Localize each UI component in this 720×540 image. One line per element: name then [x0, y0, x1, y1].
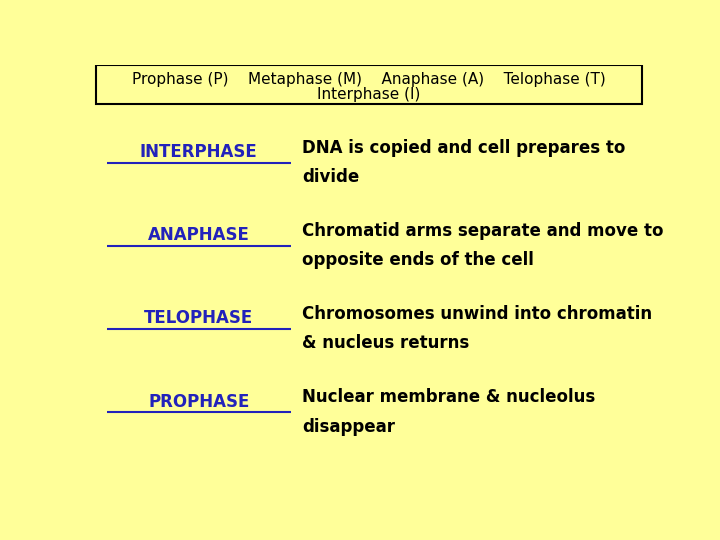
Text: DNA is copied and cell prepares to: DNA is copied and cell prepares to — [302, 139, 626, 157]
Text: Interphase (I): Interphase (I) — [318, 87, 420, 102]
Text: Nuclear membrane & nucleolus: Nuclear membrane & nucleolus — [302, 388, 595, 407]
Text: & nucleus returns: & nucleus returns — [302, 334, 469, 353]
Text: TELOPHASE: TELOPHASE — [144, 309, 253, 327]
Text: ANAPHASE: ANAPHASE — [148, 226, 250, 244]
Text: Chromatid arms separate and move to: Chromatid arms separate and move to — [302, 222, 664, 240]
Text: disappear: disappear — [302, 417, 395, 436]
Text: Prophase (P)    Metaphase (M)    Anaphase (A)    Telophase (T): Prophase (P) Metaphase (M) Anaphase (A) … — [132, 72, 606, 87]
Text: opposite ends of the cell: opposite ends of the cell — [302, 251, 534, 269]
Text: INTERPHASE: INTERPHASE — [140, 143, 258, 161]
Text: Chromosomes unwind into chromatin: Chromosomes unwind into chromatin — [302, 305, 652, 323]
Text: PROPHASE: PROPHASE — [148, 393, 250, 410]
FancyBboxPatch shape — [96, 65, 642, 104]
Text: divide: divide — [302, 168, 359, 186]
